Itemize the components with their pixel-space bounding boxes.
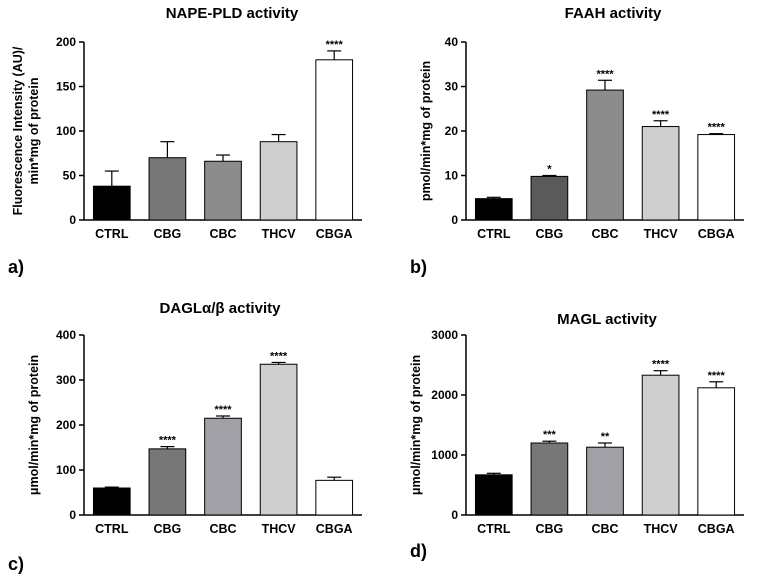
x-tick-label: CTRL bbox=[95, 522, 129, 536]
x-tick-label: CBC bbox=[591, 522, 618, 536]
chart-panel-c: DAGLα/β activity 0 100 200 300 400 μmol/min*mg… bbox=[8, 300, 362, 574]
significance-label: *** bbox=[543, 429, 557, 441]
y-tick-label: 300 bbox=[56, 373, 76, 387]
x-tick-label: THCV bbox=[644, 522, 679, 536]
bar-ctrl bbox=[474, 198, 513, 221]
bar-cbg bbox=[530, 175, 569, 221]
bar-cbga bbox=[697, 387, 736, 516]
bar-cbg bbox=[148, 448, 187, 516]
y-tick-label: 30 bbox=[445, 80, 459, 94]
x-tick-label: CBG bbox=[154, 522, 182, 536]
x-tick-label: CBG bbox=[154, 227, 182, 241]
significance-label: **** bbox=[708, 122, 726, 134]
chart-panel-d: MAGL activity 0 1000 2000 3000 μmol/min*mg of… bbox=[409, 311, 744, 561]
chart-title: NAPE-PLD activity bbox=[166, 5, 299, 22]
bar-cbg bbox=[530, 442, 569, 516]
bar-thcv bbox=[259, 363, 298, 516]
y-tick-label: 100 bbox=[56, 124, 76, 138]
y-axis-label: pmol/min*mg of protein bbox=[419, 61, 433, 201]
x-tick-label: CBC bbox=[209, 522, 236, 536]
y-tick-label: 200 bbox=[56, 35, 76, 49]
bar-cbc bbox=[204, 160, 242, 221]
y-axis-label: μmol/min*mg of protein bbox=[27, 355, 41, 495]
y-tick-label: 400 bbox=[56, 328, 76, 342]
significance-label: **** bbox=[326, 39, 344, 51]
y-tick-label: 1000 bbox=[431, 448, 458, 462]
x-tick-label: CBC bbox=[209, 227, 236, 241]
y-tick-label: 0 bbox=[451, 508, 458, 522]
bar-thcv bbox=[259, 141, 298, 221]
bar-ctrl bbox=[474, 474, 513, 516]
y-tick-label: 2000 bbox=[431, 388, 458, 402]
bar-ctrl bbox=[92, 487, 131, 516]
chart-title: FAAH activity bbox=[565, 5, 662, 22]
chart-panel-a: NAPE-PLD activity 0 50 100 150 200 Fluorescenc… bbox=[8, 5, 362, 277]
y-tick-label: 3000 bbox=[431, 328, 458, 342]
bar-cbc bbox=[586, 446, 624, 516]
x-tick-label: THCV bbox=[262, 227, 297, 241]
significance-label: **** bbox=[270, 350, 288, 362]
bar-ctrl bbox=[92, 185, 131, 221]
significance-label: ** bbox=[601, 431, 610, 443]
bar-cbga bbox=[315, 479, 354, 516]
bar-cbga bbox=[697, 134, 736, 221]
x-tick-label: CTRL bbox=[477, 227, 511, 241]
significance-label: **** bbox=[596, 68, 614, 80]
x-tick-label: CBGA bbox=[316, 522, 353, 536]
chart-title: MAGL activity bbox=[557, 311, 657, 328]
panel-label: c) bbox=[8, 554, 24, 574]
y-tick-label: 0 bbox=[451, 213, 458, 227]
panel-label: d) bbox=[410, 541, 427, 561]
y-axis-label: min*mg of protein bbox=[27, 78, 41, 185]
y-tick-label: 10 bbox=[445, 169, 459, 183]
x-tick-label: CBGA bbox=[316, 227, 353, 241]
x-tick-label: CBGA bbox=[698, 227, 735, 241]
y-tick-label: 40 bbox=[445, 35, 459, 49]
bar-thcv bbox=[641, 126, 680, 221]
x-tick-label: CBG bbox=[536, 227, 564, 241]
bar-cbga bbox=[315, 59, 354, 221]
bar-cbc bbox=[586, 89, 624, 221]
x-tick-label: THCV bbox=[262, 522, 297, 536]
panel-label: b) bbox=[410, 257, 427, 277]
bar-thcv bbox=[641, 374, 680, 516]
significance-label: **** bbox=[708, 370, 726, 382]
chart-title: DAGLα/β activity bbox=[160, 300, 282, 317]
bar-cbg bbox=[148, 157, 187, 221]
chart-panel-b: FAAH activity 0 10 20 30 40 pmol/min*mg of pro… bbox=[410, 5, 744, 277]
y-tick-label: 100 bbox=[56, 463, 76, 477]
bar-cbc bbox=[204, 417, 242, 516]
y-tick-label: 50 bbox=[63, 169, 77, 183]
y-axis-label: μmol/min*mg of protein bbox=[409, 355, 423, 495]
significance-label: **** bbox=[159, 435, 177, 447]
y-tick-label: 0 bbox=[69, 508, 76, 522]
x-tick-label: THCV bbox=[644, 227, 679, 241]
y-tick-label: 150 bbox=[56, 80, 76, 94]
x-tick-label: CBGA bbox=[698, 522, 735, 536]
x-tick-label: CBG bbox=[536, 522, 564, 536]
significance-label: **** bbox=[652, 359, 670, 371]
significance-label: **** bbox=[652, 109, 670, 121]
x-tick-label: CBC bbox=[591, 227, 618, 241]
y-tick-label: 0 bbox=[69, 213, 76, 227]
panel-label: a) bbox=[8, 257, 24, 277]
y-tick-label: 20 bbox=[445, 124, 459, 138]
x-tick-label: CTRL bbox=[477, 522, 511, 536]
x-tick-label: CTRL bbox=[95, 227, 129, 241]
y-axis-label: Fluorescence Intensity (AU)/ bbox=[11, 46, 25, 215]
y-tick-label: 200 bbox=[56, 418, 76, 432]
significance-label: * bbox=[547, 164, 552, 176]
significance-label: **** bbox=[214, 404, 232, 416]
